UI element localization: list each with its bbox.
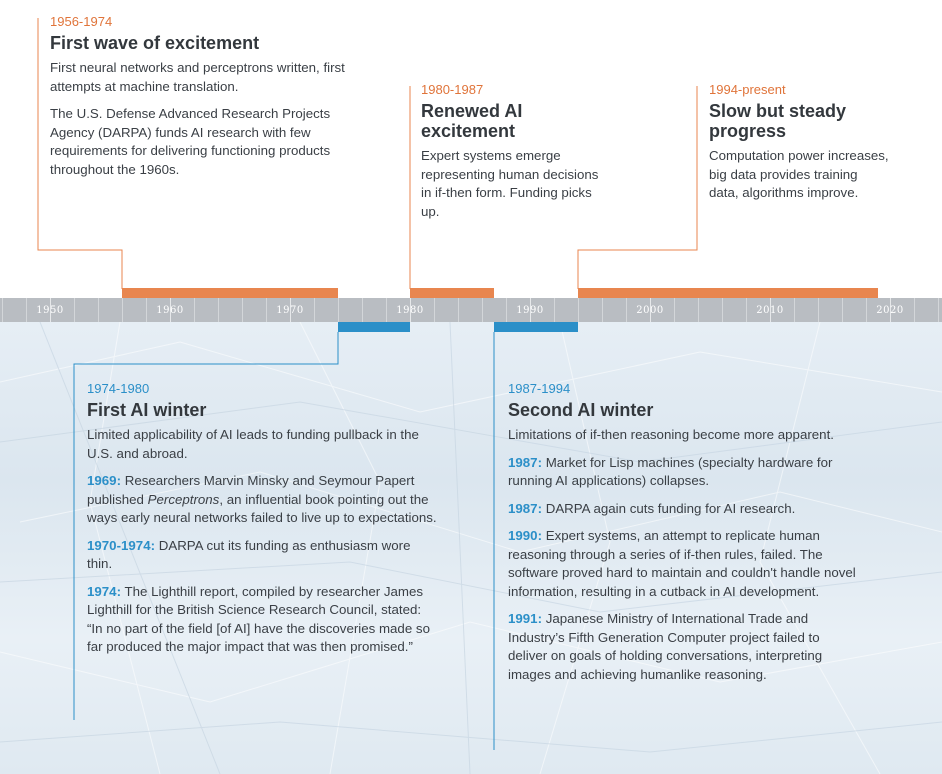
axis-tick xyxy=(314,298,315,322)
year-label: 2000 xyxy=(636,305,663,316)
event-description: Expert systems emerge representing human… xyxy=(421,147,611,221)
axis-tick xyxy=(338,298,339,322)
axis-tick xyxy=(242,298,243,322)
entry-year: 1990: xyxy=(508,528,542,543)
entry-year: 1974: xyxy=(87,584,121,599)
event-description: The U.S. Defense Advanced Research Proje… xyxy=(50,105,350,179)
axis-tick xyxy=(794,298,795,322)
year-label: 1960 xyxy=(156,305,183,316)
event-second-ai-winter: 1987-1994 Second AI winter Limitations o… xyxy=(508,381,858,693)
period-label: 1980-1987 xyxy=(421,82,611,97)
axis-tick xyxy=(866,298,867,322)
event-title: Slow but steady progress xyxy=(709,101,874,141)
event-entry: 1970-1974: DARPA cut its funding as enth… xyxy=(87,537,437,574)
axis-tick xyxy=(2,298,3,322)
entry-year: 1987: xyxy=(508,501,542,516)
event-first-ai-winter: 1974-1980 First AI winter Limited applic… xyxy=(87,381,437,666)
year-label: 1980 xyxy=(396,305,423,316)
entry-text: Market for Lisp machines (specialty hard… xyxy=(508,455,832,489)
event-description: Limitations of if-then reasoning become … xyxy=(508,426,858,445)
event-title: Second AI winter xyxy=(508,400,858,420)
axis-tick xyxy=(746,298,747,322)
axis-tick xyxy=(362,298,363,322)
axis-tick xyxy=(482,298,483,322)
event-description: First neural networks and perceptrons wr… xyxy=(50,59,350,96)
axis-tick xyxy=(266,298,267,322)
axis-tick xyxy=(194,298,195,322)
year-label: 1950 xyxy=(36,305,63,316)
axis-tick xyxy=(698,298,699,322)
event-slow-progress: 1994-present Slow but steady progress Co… xyxy=(709,82,889,212)
axis-tick xyxy=(122,298,123,322)
axis-tick xyxy=(386,298,387,322)
event-renewed: 1980-1987 Renewed AI excitement Expert s… xyxy=(421,82,611,230)
event-title: First wave of excitement xyxy=(50,33,350,53)
band-slow xyxy=(578,288,878,298)
band-winter1 xyxy=(338,322,410,332)
book-title: Perceptrons xyxy=(148,492,220,507)
period-label: 1956-1974 xyxy=(50,14,350,29)
timeline-axis xyxy=(0,298,942,322)
entry-text: Expert systems, an attempt to replicate … xyxy=(508,528,856,599)
axis-tick xyxy=(818,298,819,322)
event-entry: 1987: DARPA again cuts funding for AI re… xyxy=(508,500,858,519)
entry-year: 1987: xyxy=(508,455,542,470)
event-title: Renewed AI excitement xyxy=(421,101,561,141)
entry-year: 1970-1974: xyxy=(87,538,155,553)
entry-text: Japanese Ministry of International Trade… xyxy=(508,611,822,682)
event-description: Limited applicability of AI leads to fun… xyxy=(87,426,437,463)
period-label: 1974-1980 xyxy=(87,381,437,396)
event-entry: 1990: Expert systems, an attempt to repl… xyxy=(508,527,858,601)
year-label: 1990 xyxy=(516,305,543,316)
period-label: 1987-1994 xyxy=(508,381,858,396)
axis-tick xyxy=(674,298,675,322)
axis-tick xyxy=(146,298,147,322)
entry-text: DARPA again cuts funding for AI research… xyxy=(542,501,795,516)
axis-tick xyxy=(842,298,843,322)
band-renewed xyxy=(410,288,494,298)
event-entry: 1987: Market for Lisp machines (specialt… xyxy=(508,454,858,491)
axis-tick xyxy=(578,298,579,322)
axis-tick xyxy=(722,298,723,322)
band-winter2 xyxy=(494,322,578,332)
axis-tick xyxy=(434,298,435,322)
year-label: 2010 xyxy=(756,305,783,316)
axis-tick xyxy=(506,298,507,322)
year-label: 1970 xyxy=(276,305,303,316)
event-entry: 1991: Japanese Ministry of International… xyxy=(508,610,858,684)
axis-tick xyxy=(218,298,219,322)
band-first-wave xyxy=(122,288,338,298)
axis-tick xyxy=(602,298,603,322)
year-label: 2020 xyxy=(876,305,903,316)
period-label: 1994-present xyxy=(709,82,889,97)
axis-tick xyxy=(458,298,459,322)
axis-tick xyxy=(554,298,555,322)
event-title: First AI winter xyxy=(87,400,437,420)
entry-year: 1991: xyxy=(508,611,542,626)
axis-tick xyxy=(938,298,939,322)
event-entry: 1974: The Lighthill report, compiled by … xyxy=(87,583,437,657)
entry-text: The Lighthill report, compiled by resear… xyxy=(87,584,430,655)
axis-tick xyxy=(626,298,627,322)
axis-tick xyxy=(74,298,75,322)
event-first-wave: 1956-1974 First wave of excitement First… xyxy=(50,14,350,188)
entry-year: 1969: xyxy=(87,473,121,488)
axis-tick xyxy=(914,298,915,322)
event-entry: 1969: Researchers Marvin Minsky and Seym… xyxy=(87,472,437,528)
axis-tick xyxy=(98,298,99,322)
axis-tick xyxy=(26,298,27,322)
event-description: Computation power increases, big data pr… xyxy=(709,147,889,203)
